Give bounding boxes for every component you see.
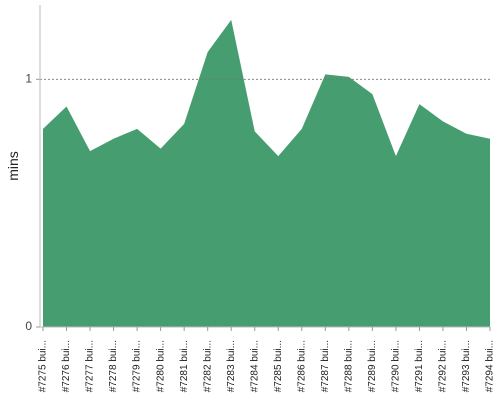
x-tick-label: #7289 bui... — [367, 340, 378, 392]
x-tick-label: #7275 bui... — [38, 340, 49, 392]
x-tick-label: #7290 bui... — [391, 340, 402, 392]
x-tick-label: #7277 bui... — [85, 340, 96, 392]
x-tick-label: #7287 bui... — [320, 340, 331, 392]
x-tick-label: #7291 bui... — [414, 340, 425, 392]
x-tick-label: #7284 bui... — [249, 340, 260, 392]
x-tick-label: #7281 bui... — [179, 340, 190, 392]
x-tick-label: #7293 bui... — [461, 340, 472, 392]
x-tick-label: #7288 bui... — [343, 340, 354, 392]
x-tick-label: #7282 bui... — [202, 340, 213, 392]
x-tick-label: #7283 bui... — [226, 340, 237, 392]
y-axis-label: mins — [5, 151, 21, 181]
x-tick-label: #7280 bui... — [155, 340, 166, 392]
area — [43, 19, 490, 327]
y-tick-label: 1 — [25, 71, 32, 85]
x-tick-label: #7278 bui... — [108, 340, 119, 392]
x-tick-label: #7279 bui... — [132, 340, 143, 392]
x-tick-label: #7292 bui... — [438, 340, 449, 392]
x-tick-label: #7286 bui... — [296, 340, 307, 392]
x-tick-label: #7285 bui... — [273, 340, 284, 392]
y-tick-label: 0 — [25, 319, 32, 333]
x-tick-label: #7294 bui... — [485, 340, 496, 392]
x-tick-label: #7276 bui... — [61, 340, 72, 392]
